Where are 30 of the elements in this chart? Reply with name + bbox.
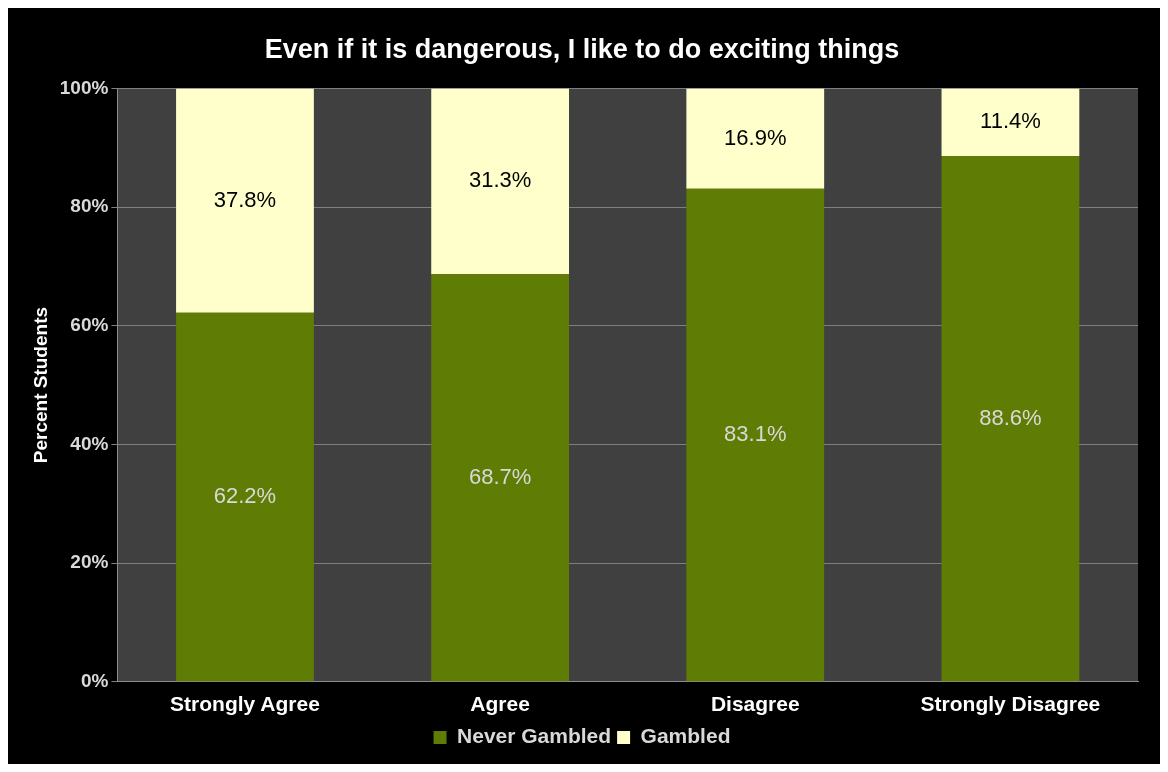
y-tick-label: 80% [70,195,109,217]
bar [176,312,314,682]
y-tick-label: 20% [70,551,109,573]
data-label: 11.4% [980,108,1041,134]
bar [431,88,570,275]
legend-label: Never Gambled [457,724,612,748]
x-tick-label: Agree [470,692,530,716]
data-label: 68.7% [468,463,532,489]
y-tick-label: 100% [59,76,109,98]
y-tick-label: 40% [70,432,109,454]
bar [431,274,570,682]
data-label: 16.9% [724,124,787,150]
data-label: 83.1% [724,421,787,447]
data-label: 62.2% [213,483,277,509]
legend-label: Gambled [640,724,731,748]
data-label: 88.6% [979,404,1042,430]
y-tick-label: 60% [70,313,109,335]
bar [941,156,1080,682]
y-axis-title: Percent Students [29,306,51,464]
x-tick-label: Strongly Agree [170,692,320,716]
y-tick-label: 0% [80,670,109,692]
bar [941,88,1080,157]
data-label: 37.8% [213,186,277,212]
bar [686,88,825,189]
bar [176,88,314,313]
chart-title: Even if it is dangerous, I like to do exciting things [264,33,900,64]
x-tick-label: Strongly Disagree [920,692,1101,716]
x-tick-label: Disagree [710,692,800,716]
bar [686,188,825,682]
data-label: 31.3% [468,167,532,193]
